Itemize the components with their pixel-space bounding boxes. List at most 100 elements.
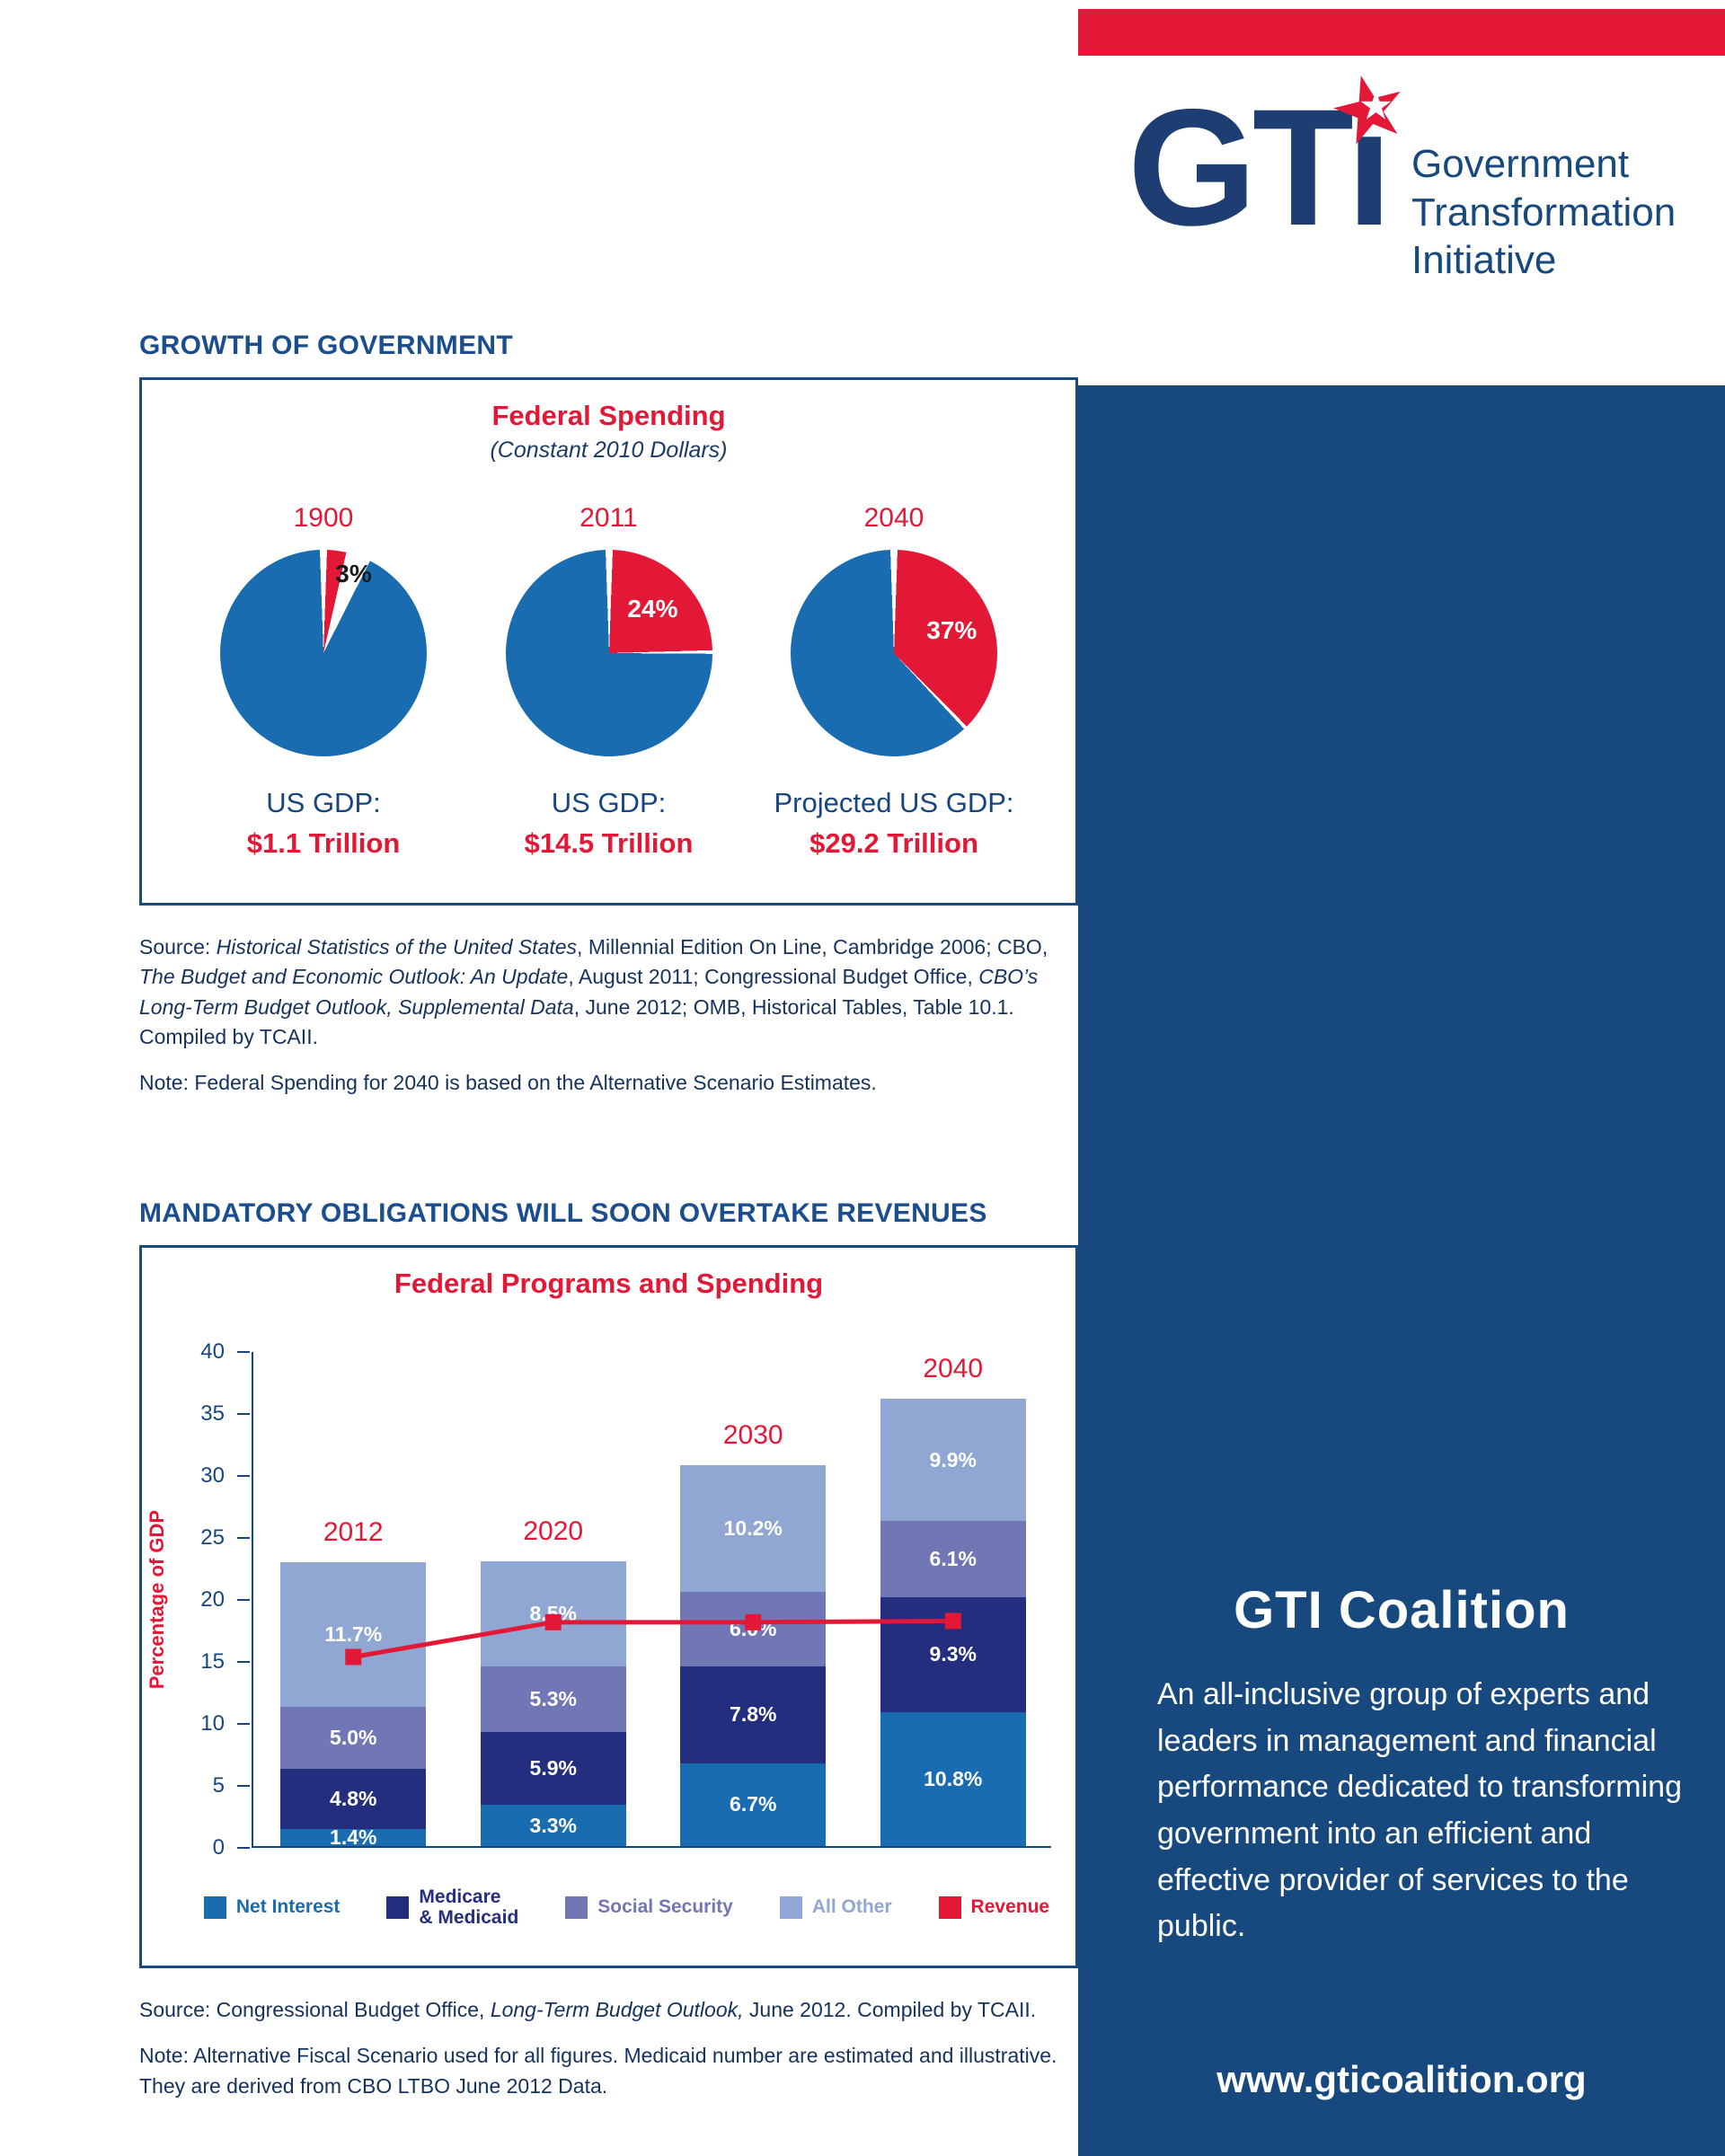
y-tick-mark (237, 1785, 250, 1787)
bar-segment-label: 6.7% (730, 1792, 777, 1816)
pie-slice-label: 3% (335, 559, 372, 588)
bar-segment: 3.3% (480, 1805, 626, 1846)
bar-year-label: 2012 (323, 1516, 384, 1547)
y-tick-mark (237, 1599, 250, 1601)
bar-segment: 7.8% (680, 1666, 827, 1763)
y-tick-label: 5 (212, 1773, 225, 1798)
pie-chart: 2011 24% US GDP: $14.5 Trillion (474, 503, 744, 860)
bar-year-label: 2040 (923, 1353, 984, 1383)
gti-letters: GTi (1128, 75, 1393, 261)
legend-swatch (203, 1896, 226, 1920)
pie-chart: 1900 3% US GDP: $1.1 Trillion (189, 503, 458, 860)
bar-segment: 10.2% (680, 1465, 827, 1593)
source2-text: Source: Congressional Budget Office, Lon… (139, 1998, 1037, 2021)
bar-segment-label: 6.1% (929, 1547, 977, 1571)
bar-segment-label: 10.2% (723, 1516, 783, 1541)
gdp-caption: US GDP: (266, 787, 381, 818)
y-tick-mark (237, 1537, 250, 1539)
legend-item: Net Interest (203, 1896, 341, 1920)
y-axis-label-wrap: Percentage of GDP (146, 1352, 169, 1848)
y-tick-mark (237, 1413, 250, 1415)
gti-coalition-panel: GTI Coalition An all-inclusive group of … (1078, 385, 1725, 2156)
note2-text: Note: Alternative Fiscal Scenario used f… (139, 2044, 1057, 2098)
y-tick-label: 20 (200, 1587, 225, 1612)
section1-heading: GROWTH OF GOVERNMENT (139, 331, 513, 360)
source1-text: Source: Historical Statistics of the Uni… (139, 935, 1048, 1049)
bar-segment-label: 5.3% (529, 1686, 577, 1710)
gti-wordmark: GTi ★ ★ (1128, 51, 1416, 251)
revenue-line (345, 1613, 961, 1666)
bar-segment: 1.4% (280, 1825, 427, 1849)
federal-programs-chart-box: Federal Programs and Spending Percentage… (139, 1245, 1078, 1968)
pie-year-label: 2040 (863, 503, 924, 533)
pie-slice-label: 37% (926, 615, 978, 644)
bar-segment: 6.1% (880, 1521, 1026, 1597)
bar-segment-label: 7.8% (730, 1702, 777, 1727)
y-tick-label: 0 (212, 1835, 225, 1860)
y-axis: 0 5 10 15 20 25 30 35 40 (167, 1339, 250, 1860)
bar-year-label: 2020 (523, 1515, 584, 1546)
pie-slice-label: 24% (627, 595, 678, 623)
star-white-glyph: ★ (1358, 84, 1394, 128)
revenue-marker (544, 1613, 562, 1630)
gdp-value: $14.5 Trillion (524, 827, 694, 859)
bar-segment-label: 10.8% (924, 1766, 983, 1790)
legend-item: Revenue (938, 1896, 1050, 1920)
gdp-value: $29.2 Trillion (809, 827, 978, 859)
gti-logo: GTi ★ ★ Government Transformation Initia… (1128, 51, 1676, 285)
bar-segment: 10.8% (880, 1711, 1026, 1846)
note1-text: Note: Federal Spending for 2040 is based… (139, 1071, 877, 1095)
legend-swatch (386, 1896, 410, 1920)
y-tick-label: 25 (200, 1525, 225, 1550)
section2-heading: MANDATORY OBLIGATIONS WILL SOON OVERTAKE… (139, 1198, 987, 1228)
legend-swatch (565, 1896, 588, 1920)
bar-segment: 8.5% (480, 1560, 626, 1666)
pie-charts-row: 1900 3% US GDP: $1.1 Trillion 2011 24% U… (142, 503, 1075, 860)
bar-segment-label: 1.4% (330, 1825, 377, 1849)
bar-segment-label: 11.7% (324, 1622, 383, 1647)
org-line-3: Initiative (1411, 238, 1557, 283)
legend-item: All Other (779, 1896, 892, 1920)
gdp-caption: US GDP: (551, 787, 667, 818)
bar-segment-label: 5.0% (330, 1726, 377, 1750)
legend-item: Social Security (565, 1896, 733, 1920)
y-tick-mark (237, 1723, 250, 1725)
pie-graphic: 37% (791, 550, 997, 756)
revenue-marker (345, 1648, 362, 1666)
bar-segment: 6.7% (680, 1763, 827, 1846)
legend-label: Net Interest (235, 1896, 341, 1918)
bar-segment-label: 9.9% (929, 1447, 977, 1471)
gdp-caption: Projected US GDP: (774, 787, 1014, 818)
y-tick-label: 40 (200, 1339, 225, 1364)
pie-chart: 2040 37% Projected US GDP: $29.2 Trillio… (759, 503, 1029, 860)
bar-chart: Percentage of GDP 0 5 10 15 20 25 30 35 40 1.4% 4… (146, 1339, 1051, 1860)
bar-segment-label: 5.9% (529, 1756, 577, 1780)
y-tick-mark (237, 1351, 250, 1353)
y-tick-label: 35 (200, 1401, 225, 1426)
legend-label: Revenue (970, 1896, 1050, 1918)
gti-star-icon: ★ ★ (1318, 51, 1419, 167)
y-tick-label: 10 (200, 1711, 225, 1736)
bar-plot: 1.4% 4.8% 5.0% 11.7% 2012 3.3% 5.9% 5.3% 8.5% 202… (252, 1352, 1051, 1849)
pie-graphic: 3% (220, 550, 427, 756)
bar-segment: 5.3% (480, 1666, 626, 1733)
legend-swatch (779, 1896, 802, 1920)
bar-segment: 5.0% (280, 1707, 427, 1770)
revenue-marker (745, 1613, 762, 1630)
pie-chart-title: Federal Spending (491, 400, 726, 431)
pie-graphic: 24% (505, 550, 712, 756)
panel-body: An all-inclusive group of experts and le… (1157, 1677, 1682, 1944)
legend-item: Medicare & Medicaid (386, 1886, 518, 1928)
gti-org-name: Government Transformation Initiative (1411, 140, 1676, 285)
growth-of-government-section: GROWTH OF GOVERNMENT Federal Spending (C… (139, 331, 1078, 1099)
y-axis-label: Percentage of GDP (146, 1510, 168, 1690)
bar-segment: 11.7% (280, 1562, 427, 1708)
mandatory-obligations-section: MANDATORY OBLIGATIONS WILL SOON OVERTAKE… (139, 1198, 1078, 2101)
legend-label: Social Security (597, 1896, 733, 1918)
y-tick-label: 15 (200, 1649, 225, 1674)
website-url[interactable]: www.gticoalition.org (1216, 2058, 1587, 2100)
y-tick-mark (237, 1661, 250, 1663)
legend-label: All Other (811, 1896, 892, 1918)
y-tick-label: 30 (200, 1463, 225, 1488)
